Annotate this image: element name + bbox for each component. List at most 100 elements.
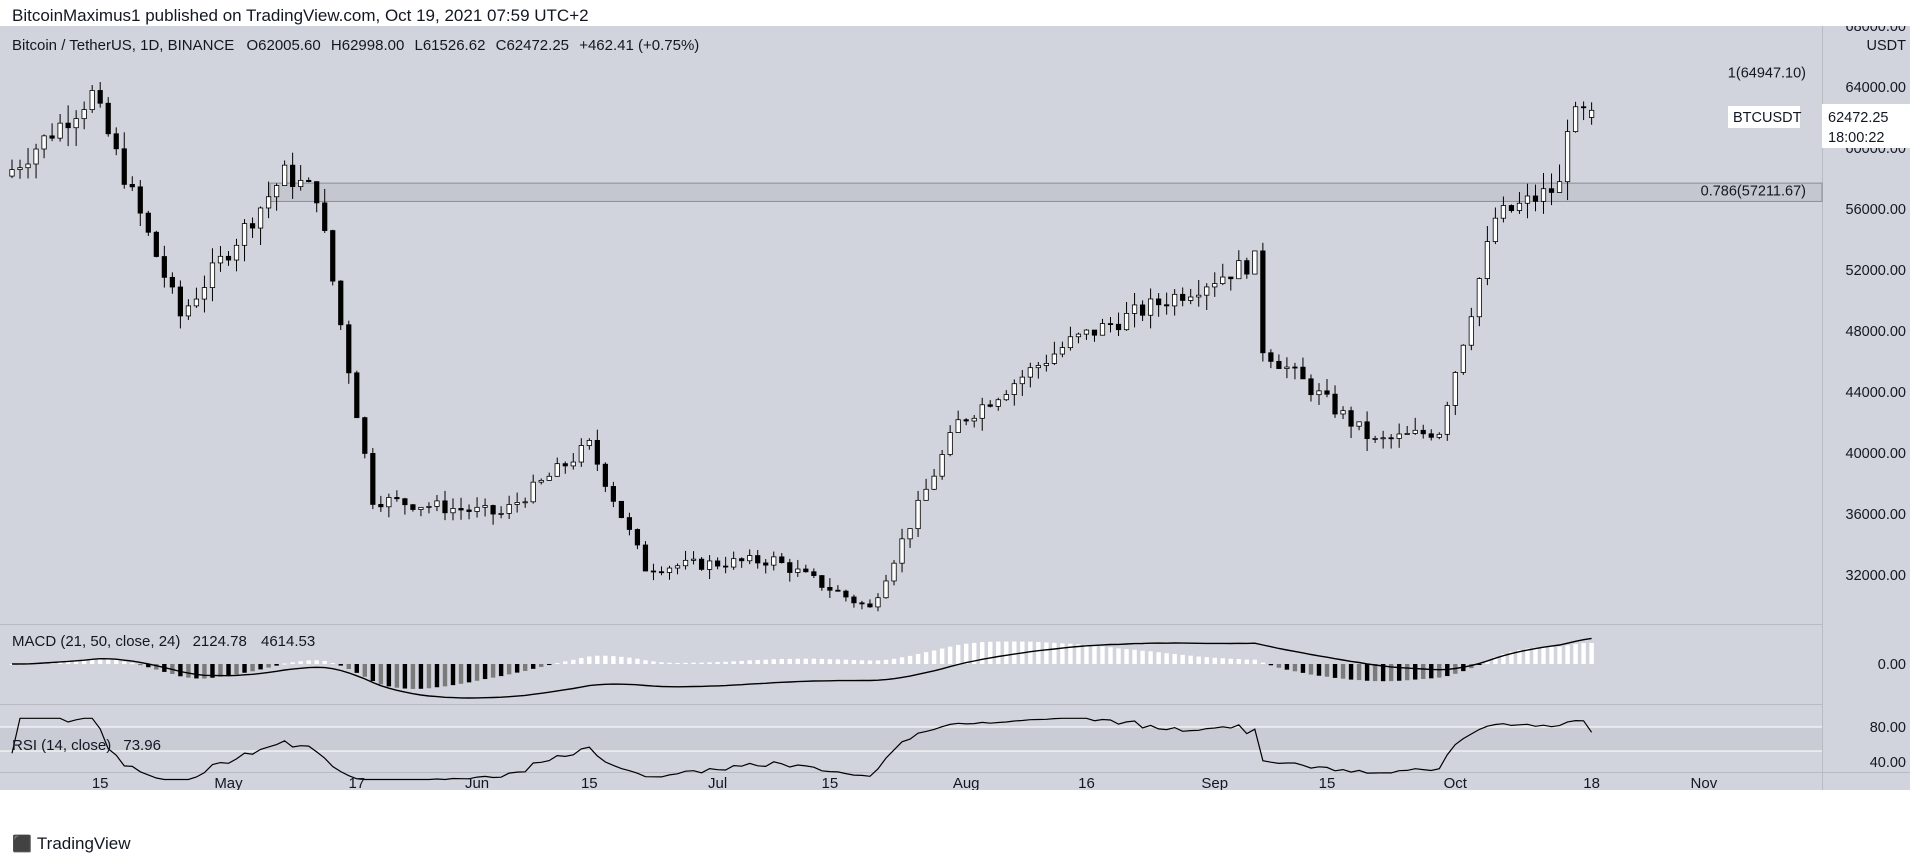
candle-body <box>1123 313 1130 331</box>
macd-histogram-bar <box>1228 658 1233 664</box>
candle-body <box>153 231 159 257</box>
macd-histogram-bar <box>547 664 552 666</box>
macd-histogram-bar <box>875 660 881 664</box>
macd-histogram-bar <box>923 652 929 664</box>
price-tag-bg <box>1822 104 1910 148</box>
candle-body <box>1131 304 1138 314</box>
macd-histogram-bar <box>963 643 969 664</box>
macd-histogram-bar <box>1429 664 1434 679</box>
macd-histogram-bar <box>699 662 704 664</box>
macd-histogram-bar <box>771 659 776 664</box>
candle-body <box>1516 202 1523 211</box>
macd-histogram-bar <box>827 659 833 664</box>
macd-histogram-bar <box>154 664 159 670</box>
candle-body <box>458 508 464 511</box>
symbol-tag: BTCUSDT <box>1733 110 1802 126</box>
rsi-tick: 80.00 <box>1870 720 1906 736</box>
macd-histogram-bar <box>747 660 752 664</box>
macd-histogram-bar <box>755 659 760 664</box>
macd-histogram-bar <box>723 661 728 664</box>
macd-histogram-bar <box>787 658 792 664</box>
candle-body <box>1236 260 1242 280</box>
macd-histogram-bar <box>579 658 584 664</box>
candle-body <box>257 207 264 229</box>
macd-histogram-bar <box>298 661 303 664</box>
candle-body <box>201 287 208 300</box>
candle-body <box>835 589 841 592</box>
candle-body <box>514 502 520 505</box>
candle-body <box>1164 304 1170 307</box>
price-tick: 64000.00 <box>1846 80 1906 96</box>
macd-histogram-bar <box>250 664 255 672</box>
macd-histogram-bar <box>498 664 504 677</box>
candle-body <box>779 556 785 564</box>
macd-histogram-bar <box>811 658 817 664</box>
macd-histogram-bar <box>290 662 295 664</box>
price-tick: 52000.00 <box>1846 263 1906 279</box>
candle-body <box>955 419 961 433</box>
candle-body <box>1492 217 1498 242</box>
candle-body <box>731 558 737 568</box>
candle-body <box>1220 276 1226 285</box>
macd-histogram-bar <box>1204 657 1209 664</box>
time-tick: 15 <box>1319 775 1336 790</box>
candle-body <box>739 558 745 562</box>
candle-body <box>137 186 143 214</box>
macd-histogram-bar <box>1348 664 1354 680</box>
macd-histogram-bar <box>1501 654 1506 664</box>
macd-histogram-bar <box>1421 664 1426 679</box>
candle-body <box>530 481 536 503</box>
candle-body <box>282 164 288 186</box>
macd-histogram-bar <box>707 662 712 664</box>
candle-body <box>442 500 448 514</box>
macd-histogram-bar <box>988 641 993 664</box>
macd-histogram-bar <box>691 662 696 664</box>
macd-histogram-bar <box>506 664 512 675</box>
candle-body <box>715 560 721 567</box>
macd-histogram-bar <box>1413 664 1418 680</box>
candle-body <box>1532 195 1539 202</box>
candle-body <box>1412 429 1418 434</box>
macd-histogram-bar <box>466 664 472 683</box>
macd-histogram-bar <box>442 664 448 687</box>
macd-pane-bg <box>0 625 1822 704</box>
macd-histogram-bar <box>226 664 231 676</box>
chart-area[interactable]: 1(64947.10) 0.786(57211.67) 68000.00 64000… <box>0 26 1910 790</box>
macd-histogram-bar <box>266 664 271 668</box>
macd-histogram-bar <box>619 656 624 664</box>
candle-body <box>161 256 167 278</box>
macd-histogram-bar <box>1036 641 1041 664</box>
candle-body <box>1436 433 1442 438</box>
price-tick: 68000.00 <box>1846 26 1906 35</box>
candle-body <box>185 305 192 317</box>
macd-histogram-bar <box>306 660 311 664</box>
macd-histogram-bar <box>434 664 440 688</box>
macd-histogram-bar <box>1116 648 1121 664</box>
candle-body <box>1284 366 1290 369</box>
candle-body <box>177 286 183 317</box>
macd-histogram-bar <box>490 664 496 678</box>
candle-body <box>306 179 312 183</box>
candle-body <box>1308 378 1314 396</box>
candle-body <box>682 559 689 567</box>
macd-histogram-bar <box>258 664 263 670</box>
macd-histogram-bar <box>522 664 528 671</box>
macd-histogram-bar <box>1581 643 1586 664</box>
macd-histogram-bar <box>426 664 432 689</box>
macd-histogram-bar <box>939 648 945 664</box>
macd-histogram-bar <box>915 653 921 664</box>
candle-body <box>931 475 937 490</box>
candle-body <box>81 109 87 120</box>
time-tick: Aug <box>953 775 980 790</box>
macd-value-2: 4614.53 <box>261 633 315 650</box>
candle-body <box>57 122 63 139</box>
macd-legend: MACD (21, 50, close, 24) 2124.78 4614.53 <box>12 633 315 650</box>
macd-histogram-bar <box>539 664 544 667</box>
macd-value-1: 2124.78 <box>193 633 247 650</box>
macd-histogram-bar <box>210 664 215 678</box>
candle-body <box>1540 188 1547 202</box>
macd-histogram-bar <box>1509 651 1514 664</box>
candle-body <box>1556 181 1563 193</box>
macd-histogram-bar <box>146 664 151 668</box>
btcusdt-chart[interactable]: 1(64947.10) 0.786(57211.67) 68000.00 64000… <box>0 26 1910 790</box>
